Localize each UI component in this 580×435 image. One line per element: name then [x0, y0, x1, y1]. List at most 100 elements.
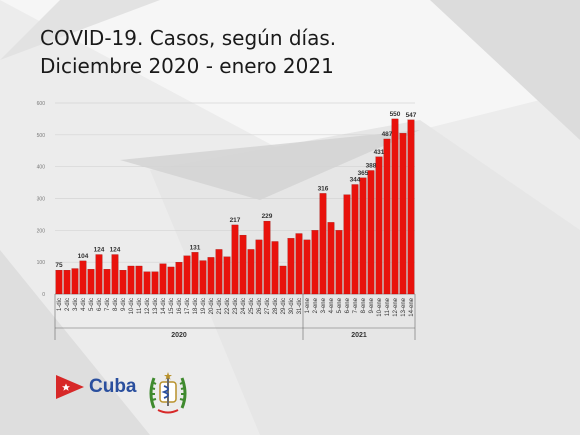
- data-label: 316: [318, 185, 329, 192]
- x-tick-label: 6-dic: [97, 298, 103, 311]
- brand-name: Cuba: [89, 376, 137, 397]
- x-tick-label: 4-dic: [81, 298, 87, 311]
- y-tick-label: 300: [37, 197, 46, 203]
- x-tick-label: 1-ene: [305, 297, 311, 313]
- x-tick-label: 14-ene: [409, 297, 415, 316]
- bar: [103, 269, 111, 295]
- y-tick-label: 200: [37, 228, 46, 234]
- bar: [143, 271, 151, 295]
- bar: [247, 249, 255, 295]
- bar: [87, 269, 95, 295]
- data-label: 365: [358, 170, 369, 177]
- health-ministry-seal-icon: [149, 372, 187, 414]
- bar: [255, 239, 263, 295]
- bar: [263, 220, 271, 295]
- x-tick-label: 8-dic: [113, 298, 119, 311]
- bar: [391, 118, 399, 295]
- x-tick-label: 27-dic: [265, 298, 271, 314]
- data-label: 550: [390, 111, 401, 118]
- bar: [79, 260, 87, 295]
- chart-title: COVID-19. Casos, según días. Diciembre 2…: [40, 24, 336, 80]
- x-tick-label: 5-ene: [337, 297, 343, 313]
- x-tick-label: 3-dic: [73, 298, 79, 311]
- x-tick-label: 1-dic: [57, 298, 63, 311]
- bar: [191, 252, 199, 295]
- bar: [287, 238, 295, 295]
- bar: [207, 257, 215, 295]
- x-tick-label: 11-dic: [137, 298, 143, 314]
- data-label: 487: [382, 131, 393, 138]
- bar: [239, 234, 247, 295]
- bar: [183, 255, 191, 295]
- bar: [407, 119, 415, 295]
- x-tick-label: 16-dic: [177, 298, 183, 314]
- x-tick-label: 10-dic: [129, 298, 135, 314]
- bar: [111, 254, 119, 295]
- chart-title-line-2: Diciembre 2020 - enero 2021: [40, 54, 334, 78]
- bar: [215, 249, 223, 295]
- bar: [167, 266, 175, 295]
- bar: [383, 138, 391, 295]
- x-tick-label: 24-dic: [241, 298, 247, 314]
- x-tick-label: 9-ene: [369, 297, 375, 313]
- x-tick-label: 14-dic: [161, 298, 167, 314]
- x-tick-label: 12-ene: [393, 297, 399, 316]
- x-axis-year-groups: 2020 2021: [54, 294, 416, 340]
- x-tick-label: 18-dic: [193, 298, 199, 314]
- x-tick-label: 6-ene: [345, 297, 351, 313]
- data-label: 217: [230, 217, 241, 224]
- x-tick-label: 11-ene: [385, 297, 391, 316]
- data-label: 344: [350, 176, 361, 183]
- bar: [303, 239, 311, 295]
- bar: [279, 265, 287, 295]
- x-tick-label: 13-ene: [401, 297, 407, 316]
- bar: [231, 224, 239, 295]
- x-axis-tick-labels: 1-dic 2-dic 3-dic 4-dic 5-dic 6-dic 7-dic 8-dic…: [57, 297, 415, 316]
- x-tick-label: 7-ene: [353, 297, 359, 313]
- data-label: 131: [190, 244, 201, 251]
- data-label: 388: [366, 162, 377, 169]
- x-tick-label: 13-dic: [153, 298, 159, 314]
- x-tick-label: 25-dic: [249, 298, 255, 314]
- bar: [199, 260, 207, 295]
- bar: [271, 241, 279, 295]
- data-label: 75: [55, 262, 63, 269]
- bar: [351, 184, 359, 295]
- bar: [175, 262, 183, 295]
- x-tick-label: 23-dic: [233, 298, 239, 314]
- data-label: 104: [78, 253, 89, 260]
- bar: [223, 256, 231, 295]
- y-tick-label: 0: [42, 292, 45, 298]
- bar: [95, 254, 103, 295]
- bar: [151, 271, 159, 295]
- x-tick-label: 22-dic: [225, 298, 231, 314]
- x-tick-label: 20-dic: [209, 298, 215, 314]
- x-tick-label: 15-dic: [169, 298, 175, 314]
- data-label: 124: [94, 247, 105, 254]
- y-tick-label: 500: [37, 133, 46, 139]
- bar: [319, 193, 327, 295]
- y-tick-label: 600: [37, 101, 46, 107]
- data-label: 431: [374, 149, 385, 156]
- bar: [127, 265, 135, 295]
- x-tick-label: 19-dic: [201, 298, 207, 314]
- x-tick-label: 17-dic: [185, 298, 191, 314]
- cuba-flag-star-icon: [56, 375, 84, 399]
- bar: [359, 177, 367, 295]
- y-axis-tick-labels: 0 100 200 300 400 500 600: [37, 101, 46, 298]
- bar: [63, 270, 71, 295]
- data-label: 547: [406, 112, 417, 119]
- data-label: 229: [262, 213, 273, 220]
- year-group-label: 2020: [171, 332, 187, 339]
- x-tick-label: 29-dic: [281, 298, 287, 314]
- x-tick-label: 5-dic: [89, 298, 95, 311]
- bar: [135, 265, 143, 295]
- x-tick-label: 30-dic: [289, 298, 295, 314]
- x-tick-label: 10-ene: [377, 297, 383, 316]
- bar: [343, 194, 351, 295]
- y-tick-label: 400: [37, 165, 46, 171]
- bar: [335, 230, 343, 295]
- bar: [159, 263, 167, 295]
- y-tick-label: 100: [37, 260, 46, 266]
